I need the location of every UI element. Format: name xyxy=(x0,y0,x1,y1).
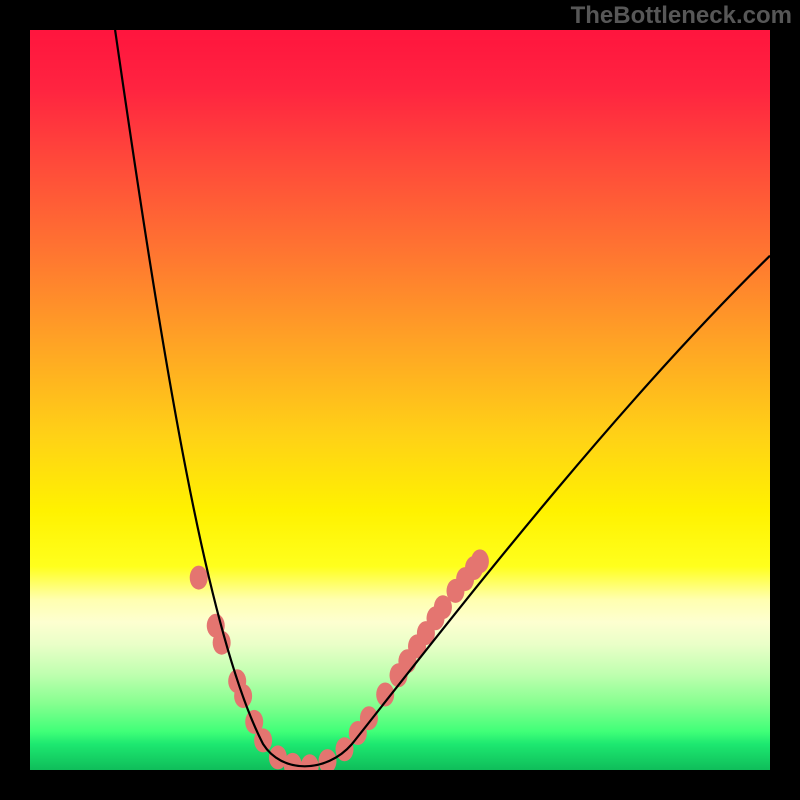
watermark-text: TheBottleneck.com xyxy=(571,2,792,30)
data-marker xyxy=(336,737,354,761)
bottleneck-curve-chart xyxy=(0,0,800,800)
data-marker xyxy=(190,566,208,590)
data-marker xyxy=(471,549,489,573)
data-marker xyxy=(360,706,378,730)
chart-container: TheBottleneck.com xyxy=(0,0,800,800)
